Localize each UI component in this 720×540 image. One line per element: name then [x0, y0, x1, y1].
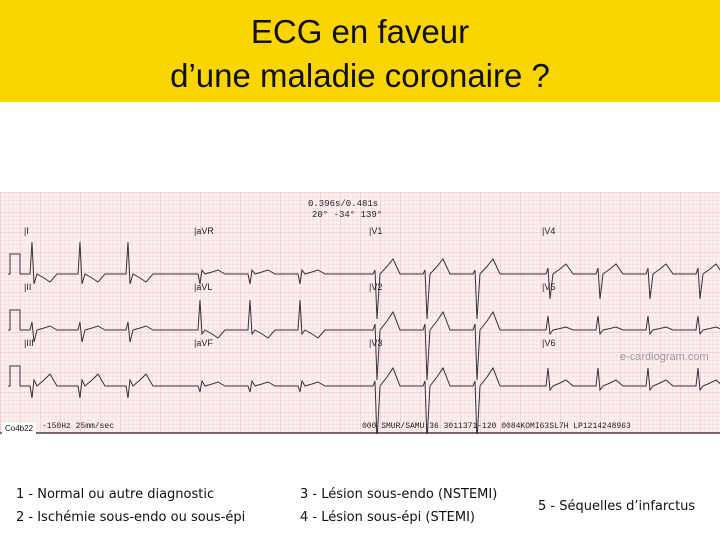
- lead-label: |aVF: [194, 338, 213, 348]
- ecg-trace: [190, 268, 365, 285]
- lead-label: |I: [24, 226, 29, 236]
- lead-label: |aVL: [194, 282, 212, 292]
- ecg-trace: [538, 315, 720, 336]
- option-5[interactable]: 5 - Séquelles d’infarctus: [538, 499, 696, 514]
- ecg-trace: [8, 365, 190, 399]
- title-band: [0, 0, 720, 102]
- lead-label: |V4: [542, 226, 555, 236]
- ecg-trace: [365, 310, 540, 381]
- lead-label: |III: [24, 338, 34, 348]
- ecg-trace: [365, 258, 540, 320]
- option-1[interactable]: 1 - Normal ou autre diagnostic: [16, 487, 215, 502]
- ecg-watermark: e-cardiogram.com: [620, 351, 709, 363]
- option-2[interactable]: 2 - Ischémie sous-endo ou sous-épi: [16, 510, 246, 525]
- lead-label: |V2: [369, 282, 382, 292]
- lead-label: |V5: [542, 282, 555, 292]
- slide-title-line1: ECG en faveur: [250, 13, 470, 50]
- ecg-trace: [190, 379, 365, 393]
- option-3[interactable]: 3 - Lésion sous-endo (NSTEMI): [300, 487, 498, 502]
- ecg-trace: [8, 241, 190, 285]
- option-4[interactable]: 4 - Lésion sous-épi (STEMI): [300, 510, 475, 525]
- lead-label: |V1: [369, 226, 382, 236]
- ecg-measure-line1: 0.396s/0.481s: [308, 199, 378, 209]
- ecg-trace: [190, 299, 365, 339]
- lead-label: |V6: [542, 338, 555, 348]
- ecg-trace: [538, 367, 720, 392]
- lead-label: |II: [24, 282, 31, 292]
- slide-title-line2: d’une maladie coronaire ?: [170, 57, 550, 94]
- lead-label: |V3: [369, 338, 382, 348]
- ecg-trace: [365, 366, 540, 434]
- ecg-filter-text: -150Hz 25mm/sec: [42, 422, 114, 431]
- ecg-measure-line2: 20° -34° 139°: [312, 210, 382, 220]
- ecg-trace: [538, 263, 720, 300]
- ecg-device-text: 000 SMUR/SAMU 36 3011371-120 0084KOMI63S…: [362, 422, 631, 431]
- ecg-trace: [8, 309, 190, 343]
- image-credit: Co4b22: [2, 423, 37, 434]
- ecg-grid: [0, 192, 720, 434]
- lead-label: |aVR: [194, 226, 214, 236]
- ecg-image: |I |aVR |V1 |V4|II |aVL |V2 |V5|III |aVF |V3 |V6 …: [0, 192, 720, 434]
